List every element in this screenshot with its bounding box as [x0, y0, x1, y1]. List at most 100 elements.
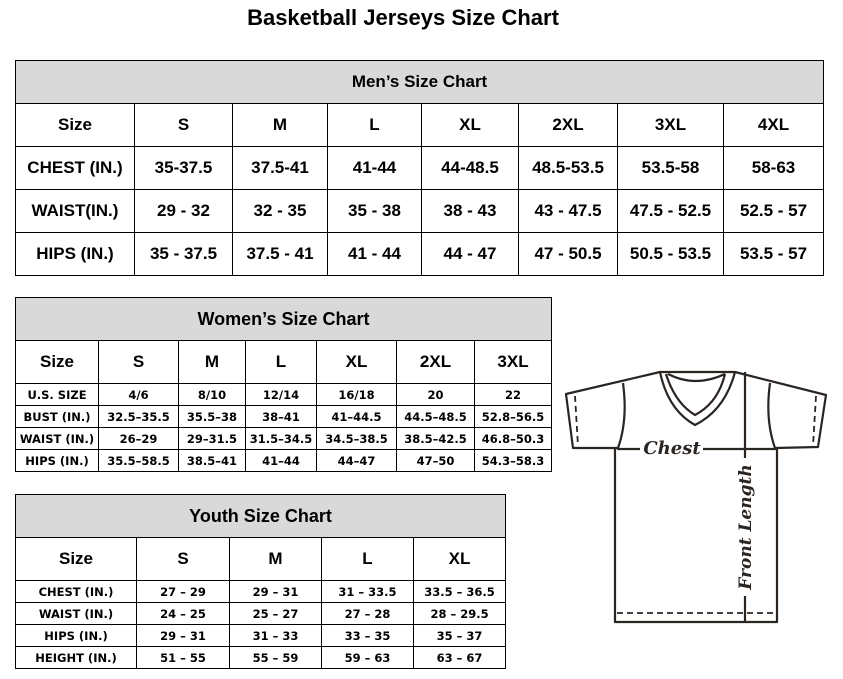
tshirt-diagram: Chest Front Length [564, 370, 828, 624]
size-header-cell: S [98, 340, 179, 384]
row-label: CHEST (IN.) [15, 580, 137, 603]
table-cell: 59 – 63 [321, 646, 414, 669]
table-cell: 44–47 [316, 449, 397, 472]
size-header-cell: L [245, 340, 317, 384]
row-label: BUST (IN.) [15, 405, 99, 428]
table-cell: 24 – 25 [136, 602, 230, 625]
row-label: WAIST(IN.) [15, 189, 135, 233]
table-cell: 27 – 28 [321, 602, 414, 625]
table-cell: 58-63 [722, 146, 825, 190]
table-cell: 38–41 [245, 405, 317, 428]
table-cell: 35.5–38 [178, 405, 246, 428]
table-cell: 47–50 [396, 449, 475, 472]
table-row: CHEST (IN.) 35-37.5 37.5-41 41-44 44-48.5 48.… [15, 146, 825, 190]
table-cell: 44.5–48.5 [396, 405, 475, 428]
size-header-cell: 3XL [473, 340, 553, 384]
left-sleeve [564, 370, 661, 450]
table-cell: 33.5 – 36.5 [412, 580, 507, 603]
size-header-row: Size S M L XL 2XL 3XL [15, 340, 553, 384]
table-cell: 44 - 47 [421, 232, 519, 276]
table-cell: 35.5–58.5 [98, 449, 179, 472]
row-label: CHEST (IN.) [15, 146, 135, 190]
table-cell: 55 – 59 [229, 646, 322, 669]
chest-label: Chest [643, 438, 701, 459]
womens-size-table: Women’s Size Chart Size S M L XL 2XL 3XL U.S. SI… [14, 297, 553, 472]
size-header-cell: L [321, 537, 414, 581]
row-label: HIPS (IN.) [15, 624, 137, 647]
table-row: HEIGHT (IN.) 51 – 55 55 – 59 59 – 63 63 – 67 [15, 646, 507, 669]
table-cell: 25 – 27 [229, 602, 322, 625]
row-label: WAIST (IN.) [15, 602, 137, 625]
table-cell: 35 - 37.5 [134, 232, 233, 276]
table-row: HIPS (IN.) 35 - 37.5 37.5 - 41 41 - 44 44 - … [15, 232, 825, 276]
size-header-cell: XL [316, 340, 397, 384]
row-label: HIPS (IN.) [15, 449, 99, 472]
row-label: HIPS (IN.) [15, 232, 135, 276]
table-title: Women’s Size Chart [14, 297, 553, 341]
table-cell: 12/14 [245, 383, 317, 406]
table-cell: 52.8–56.5 [473, 405, 553, 428]
right-sleeve [734, 370, 828, 450]
table-cell: 41–44 [245, 449, 317, 472]
table-cell: 43 - 47.5 [518, 189, 618, 233]
size-header-cell: Size [15, 537, 137, 581]
size-header-cell: 2XL [396, 340, 475, 384]
table-title: Youth Size Chart [14, 494, 507, 538]
table-row: CHEST (IN.) 27 – 29 29 – 31 31 – 33.5 33.5 –… [15, 580, 507, 603]
table-cell: 37.5 - 41 [232, 232, 328, 276]
table-row: HIPS (IN.) 35.5–58.5 38.5–41 41–44 44–47 47–5… [15, 449, 553, 472]
shirt-body [613, 448, 779, 624]
size-header-cell: M [178, 340, 246, 384]
size-header-row: Size S M L XL [15, 537, 507, 581]
table-cell: 46.8–50.3 [473, 427, 553, 450]
table-cell: 33 – 35 [321, 624, 414, 647]
table-cell: 38 - 43 [421, 189, 519, 233]
table-cell: 53.5-58 [617, 146, 724, 190]
size-header-cell: 2XL [518, 103, 618, 147]
table-cell: 53.5 - 57 [722, 232, 825, 276]
table-cell: 31.5–34.5 [245, 427, 317, 450]
size-header-cell: Size [15, 340, 99, 384]
size-header-cell: M [229, 537, 322, 581]
table-cell: 44-48.5 [421, 146, 519, 190]
row-label: U.S. SIZE [15, 383, 99, 406]
table-cell: 16/18 [316, 383, 397, 406]
table-title: Men’s Size Chart [14, 60, 825, 104]
table-cell: 4/6 [98, 383, 179, 406]
table-cell: 31 – 33 [229, 624, 322, 647]
page-title: Basketball Jerseys Size Chart [247, 5, 559, 30]
size-header-cell: S [136, 537, 230, 581]
row-label: HEIGHT (IN.) [15, 646, 137, 669]
row-label: WAIST (IN.) [15, 427, 99, 450]
table-row: HIPS (IN.) 29 – 31 31 – 33 33 – 35 35 – 37 [15, 624, 507, 647]
table-cell: 50.5 - 53.5 [617, 232, 724, 276]
table-cell: 51 – 55 [136, 646, 230, 669]
size-header-cell: M [232, 103, 328, 147]
table-cell: 29 – 31 [136, 624, 230, 647]
size-header-cell: S [134, 103, 233, 147]
table-cell: 41 - 44 [327, 232, 422, 276]
front-length-label: Front Length [736, 464, 756, 590]
table-cell: 47.5 - 52.5 [617, 189, 724, 233]
size-header-cell: XL [421, 103, 519, 147]
collar [658, 370, 737, 427]
table-cell: 8/10 [178, 383, 246, 406]
size-header-cell: Size [15, 103, 135, 147]
table-cell: 35 - 38 [327, 189, 422, 233]
table-cell: 37.5-41 [232, 146, 328, 190]
table-cell: 35 – 37 [412, 624, 507, 647]
table-cell: 20 [396, 383, 475, 406]
table-cell: 29 – 31 [229, 580, 322, 603]
table-cell: 52.5 - 57 [722, 189, 825, 233]
table-cell: 34.5–38.5 [316, 427, 397, 450]
table-cell: 32 - 35 [232, 189, 328, 233]
table-cell: 63 – 67 [412, 646, 507, 669]
table-cell: 27 – 29 [136, 580, 230, 603]
table-row: WAIST (IN.) 24 – 25 25 – 27 27 – 28 28 – 29.… [15, 602, 507, 625]
size-header-cell: L [327, 103, 422, 147]
table-cell: 47 - 50.5 [518, 232, 618, 276]
table-cell: 54.3–58.3 [473, 449, 553, 472]
youth-size-table: Youth Size Chart Size S M L XL CHEST (IN.) 27 –… [14, 494, 507, 669]
table-cell: 35-37.5 [134, 146, 233, 190]
table-row: WAIST (IN.) 26–29 29–31.5 31.5–34.5 34.5–38.… [15, 427, 553, 450]
